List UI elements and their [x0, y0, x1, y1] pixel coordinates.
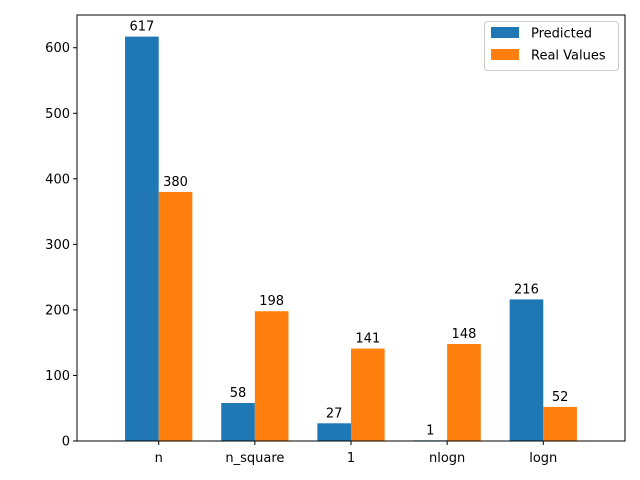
y-tick-label: 500 [45, 107, 70, 122]
y-tick-label: 200 [45, 303, 70, 318]
bar-predicted-1 [317, 423, 351, 441]
y-tick-label: 600 [45, 41, 70, 56]
bar-value-label: 27 [326, 406, 343, 421]
y-tick-label: 400 [45, 172, 70, 187]
bar-value-label: 380 [163, 175, 188, 190]
x-tick-label: n_square [225, 451, 284, 466]
bar-value-label: 1 [426, 423, 434, 438]
x-tick-label: n [155, 451, 163, 466]
bar-value-labels: 617 58 27 1 216 380 198 141 148 52 [129, 20, 568, 439]
bar-real-values-1 [351, 348, 385, 441]
bar-predicted-n-square [221, 402, 255, 441]
bar-value-label: 141 [355, 332, 380, 347]
bar-predicted-n [125, 36, 159, 441]
bar-real-values-n-square [254, 311, 289, 441]
legend-label-real-values: Real Values [531, 49, 606, 64]
legend: Predicted Real Values [484, 21, 619, 71]
bar-real-values-logn [543, 406, 577, 441]
bar-value-label: 198 [259, 294, 284, 309]
y-tick-label: 300 [45, 238, 70, 253]
legend-swatch-real-values [491, 49, 519, 60]
bar-value-label: 148 [452, 327, 477, 342]
y-tick-label: 100 [45, 369, 70, 384]
bar-value-label: 617 [129, 20, 154, 35]
bar-real-values-n [158, 191, 193, 441]
legend-label-predicted: Predicted [531, 27, 592, 42]
bars-layer [125, 36, 577, 441]
legend-swatch-predicted [491, 27, 519, 38]
y-tick-label: 0 [62, 435, 70, 450]
bar-value-label: 58 [230, 386, 247, 401]
bar-predicted-logn [509, 299, 544, 441]
x-tick-label: logn [529, 451, 557, 466]
bar-real-values-nlogn [447, 343, 481, 441]
bar-value-label: 216 [514, 282, 539, 297]
x-tick-label: nlogn [429, 451, 465, 466]
x-tick-label: 1 [347, 451, 355, 466]
bar-value-label: 52 [552, 390, 569, 405]
axes: 0 100 200 300 400 500 600 n n_square 1 nlogn logn [45, 14, 626, 466]
